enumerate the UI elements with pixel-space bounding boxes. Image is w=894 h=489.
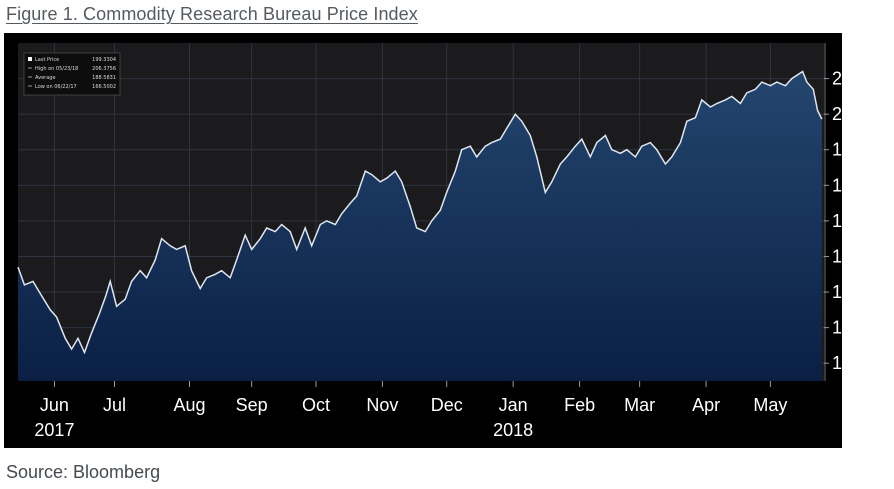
- legend-entry-label: Last Price: [35, 57, 59, 63]
- figure-title: Figure 1. Commodity Research Bureau Pric…: [6, 4, 418, 24]
- x-axis: Jun 2017 Jul Aug Sep Oct Nov Dec Jan 2018 Feb Mar Ap…: [34, 381, 787, 440]
- x-tick-label: Oct: [302, 395, 330, 415]
- y-tick-label: 175: [832, 282, 842, 302]
- legend-entry-value: 188.5831: [92, 75, 116, 81]
- x-tick-label: May: [753, 395, 787, 415]
- x-tick-label: Jun: [40, 395, 69, 415]
- y-tick-label: 190: [832, 175, 842, 195]
- x-tick-label: Nov: [366, 395, 398, 415]
- x-tick-label: Aug: [173, 395, 205, 415]
- y-tick-label: 170: [832, 318, 842, 338]
- y-tick-label: 195: [832, 140, 842, 160]
- price-index-chart: 165 170 175 180 185 190 195 200 205 Jun 2017 Jul Au…: [17, 43, 842, 440]
- x-tick-label: Jul: [103, 395, 126, 415]
- legend-entry-value: 199.3304: [92, 57, 116, 63]
- legend-entry-value: 206.3756: [92, 66, 116, 72]
- y-tick-label: 205: [832, 69, 842, 89]
- y-tick-label: 180: [832, 246, 842, 266]
- series-line: [17, 70, 823, 355]
- x-year-label: 2018: [493, 420, 533, 440]
- x-tick-label: Feb: [564, 395, 595, 415]
- y-tick-label: 200: [832, 104, 842, 124]
- legend-box: [23, 52, 121, 96]
- x-tick-label: Mar: [624, 395, 655, 415]
- legend-entry-label: Average: [35, 75, 56, 81]
- x-tick-label: Sep: [236, 395, 268, 415]
- series-area: [18, 71, 822, 381]
- legend-entry-label: Low on 06/22/17: [35, 84, 77, 90]
- y-tick-label: 185: [832, 211, 842, 231]
- legend-entry-value: 166.5002: [92, 84, 116, 90]
- y-axis: 165 170 175 180 185 190 195 200 205: [824, 69, 842, 373]
- chart-panel: 165 170 175 180 185 190 195 200 205 Jun 2017 Jul Au…: [4, 33, 842, 448]
- legend-entry-label: High on 05/23/18: [35, 66, 78, 72]
- legend: Last Price 199.3304 High on 05/23/18 206.37…: [23, 52, 121, 96]
- x-tick-label: Jan: [499, 395, 528, 415]
- y-tick-label: 165: [832, 353, 842, 373]
- x-tick-label: Dec: [431, 395, 463, 415]
- x-year-label: 2017: [34, 420, 74, 440]
- legend-swatch: [28, 57, 32, 61]
- source-note: Source: Bloomberg: [6, 462, 161, 482]
- plot-right-border: [824, 43, 826, 381]
- x-tick-label: Apr: [692, 395, 720, 415]
